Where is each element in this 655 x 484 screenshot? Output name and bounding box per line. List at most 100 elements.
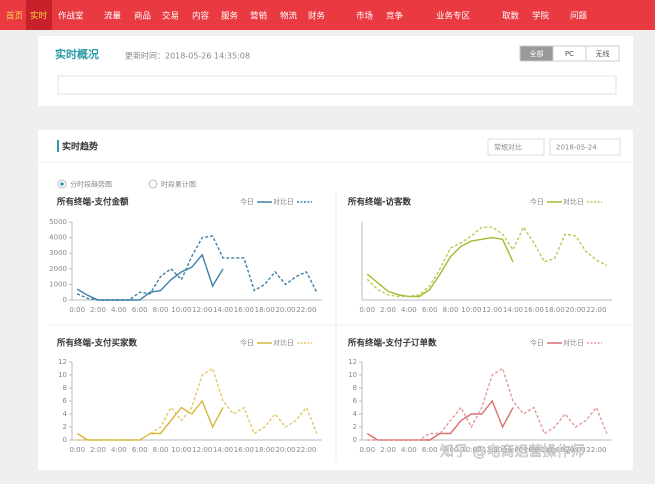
nav-item[interactable]: 交易 (162, 11, 179, 22)
x-tick-label: 8:00 (153, 306, 169, 314)
date-select[interactable] (549, 138, 621, 156)
nav-item[interactable]: 首页 (6, 11, 23, 22)
nav-item[interactable]: 流量 (104, 11, 122, 22)
legend-label: 今日 (530, 197, 544, 206)
x-tick-label: 14:00 (503, 446, 523, 454)
series-line (366, 225, 608, 298)
x-tick-label: 6:00 (422, 306, 438, 314)
x-tick-label: 16:00 (234, 446, 254, 454)
x-tick-label: 18:00 (545, 306, 565, 314)
nav-item[interactable]: 内容 (192, 11, 210, 22)
x-tick-label: 16:00 (524, 306, 544, 314)
legend-label: 对比日 (563, 197, 584, 206)
x-tick-label: 0:00 (69, 306, 85, 314)
nav-item[interactable]: 学院 (532, 11, 550, 22)
nav-item[interactable]: 问题 (570, 12, 588, 22)
x-tick-label: 2:00 (380, 306, 396, 314)
x-tick-label: 16:00 (234, 306, 254, 314)
y-tick-label: 6 (63, 397, 68, 405)
nav-item[interactable]: 取数 (502, 11, 520, 22)
y-tick-label: 4 (353, 410, 358, 418)
x-tick-label: 2:00 (90, 446, 106, 454)
nav-item[interactable]: 财务 (308, 11, 326, 22)
y-tick-label: 4 (63, 410, 68, 418)
x-tick-label: 12:00 (482, 446, 502, 454)
x-tick-label: 4:00 (111, 446, 127, 454)
y-tick-label: 10 (348, 371, 357, 379)
radio-dot (60, 182, 64, 186)
radio-off[interactable] (148, 179, 158, 189)
x-tick-label: 4:00 (401, 446, 417, 454)
overview-title: 实时概况 (55, 47, 99, 61)
y-tick-label: 10 (58, 371, 67, 379)
x-tick-label: 14:00 (213, 446, 233, 454)
x-tick-label: 6:00 (132, 306, 148, 314)
nav-item[interactable]: 作战室 (58, 11, 84, 22)
y-tick-label: 8 (63, 384, 67, 392)
nav-item[interactable]: 物流 (280, 11, 298, 22)
date-label: 2018-05-24 (556, 144, 597, 152)
compare-select[interactable] (487, 138, 545, 156)
x-tick-label: 2:00 (90, 306, 106, 314)
nav-item[interactable]: 业务专区 (436, 11, 471, 22)
x-tick-label: 10:00 (461, 306, 481, 314)
y-tick-label: 0 (353, 436, 357, 444)
nav-item[interactable]: 竞争 (386, 11, 404, 22)
x-tick-label: 8:00 (443, 446, 459, 454)
x-tick-label: 22:00 (296, 306, 316, 314)
series-line (367, 367, 608, 441)
legend-label: 今日 (240, 338, 254, 347)
y-tick-label: 6 (353, 397, 358, 405)
view-button-label: 全部 (530, 49, 544, 58)
y-tick-label: 0 (63, 296, 67, 304)
trend-title: 实时趋势 (62, 141, 98, 153)
x-tick-label: 10:00 (171, 306, 191, 314)
x-tick-label: 8:00 (443, 306, 459, 314)
x-tick-label: 18:00 (255, 306, 275, 314)
nav-active (26, 0, 52, 30)
x-tick-label: 8:00 (153, 446, 169, 454)
nav-item[interactable]: 营销 (250, 11, 268, 22)
x-tick-label: 22:00 (296, 446, 316, 454)
x-tick-label: 4:00 (111, 306, 127, 314)
legend-label: 今日 (240, 197, 254, 206)
nav-item[interactable]: 实时 (30, 11, 48, 22)
legend-label: 对比日 (563, 338, 584, 347)
y-tick-label: 3000 (49, 249, 67, 257)
legend-label: 对比日 (273, 197, 294, 206)
y-tick-label: 4000 (49, 234, 67, 242)
y-tick-label: 8 (353, 384, 357, 392)
view-button[interactable] (585, 45, 620, 62)
x-tick-label: 10:00 (461, 446, 481, 454)
x-tick-label: 14:00 (213, 306, 233, 314)
y-tick-label: 2 (63, 423, 67, 431)
chart-title: 所有终端-支付子订单数 (347, 338, 437, 349)
nav: 首页 实时 作战室 流量 商品 交易 内容 服务 营销 物流 财务 市场 竞争 业务专区 取数 学院 问题 (6, 0, 588, 30)
x-tick-label: 0:00 (359, 446, 375, 454)
x-tick-label: 2:00 (380, 446, 396, 454)
x-tick-label: 20:00 (565, 446, 585, 454)
y-tick-label: 2000 (49, 265, 67, 273)
x-tick-label: 18:00 (545, 446, 565, 454)
x-tick-label: 10:00 (171, 446, 191, 454)
x-tick-label: 18:00 (255, 446, 275, 454)
y-tick-label: 12 (348, 358, 357, 366)
series-line (76, 235, 318, 301)
x-tick-label: 4:00 (401, 306, 417, 314)
x-tick-label: 6:00 (132, 446, 148, 454)
nav-item[interactable]: 商品 (134, 11, 151, 22)
legend-label: 对比日 (273, 338, 294, 347)
y-tick-label: 0 (63, 436, 67, 444)
radio-label: 分时段趋势图 (70, 180, 112, 189)
nav-item[interactable]: 服务 (221, 11, 239, 22)
x-tick-label: 20:00 (275, 306, 295, 314)
x-tick-label: 12:00 (482, 306, 502, 314)
y-tick-label: 2 (353, 423, 357, 431)
x-tick-label: 20:00 (565, 306, 585, 314)
nav-item[interactable]: 市场 (356, 11, 373, 22)
nav-bar (0, 0, 655, 30)
x-tick-label: 16:00 (524, 446, 544, 454)
